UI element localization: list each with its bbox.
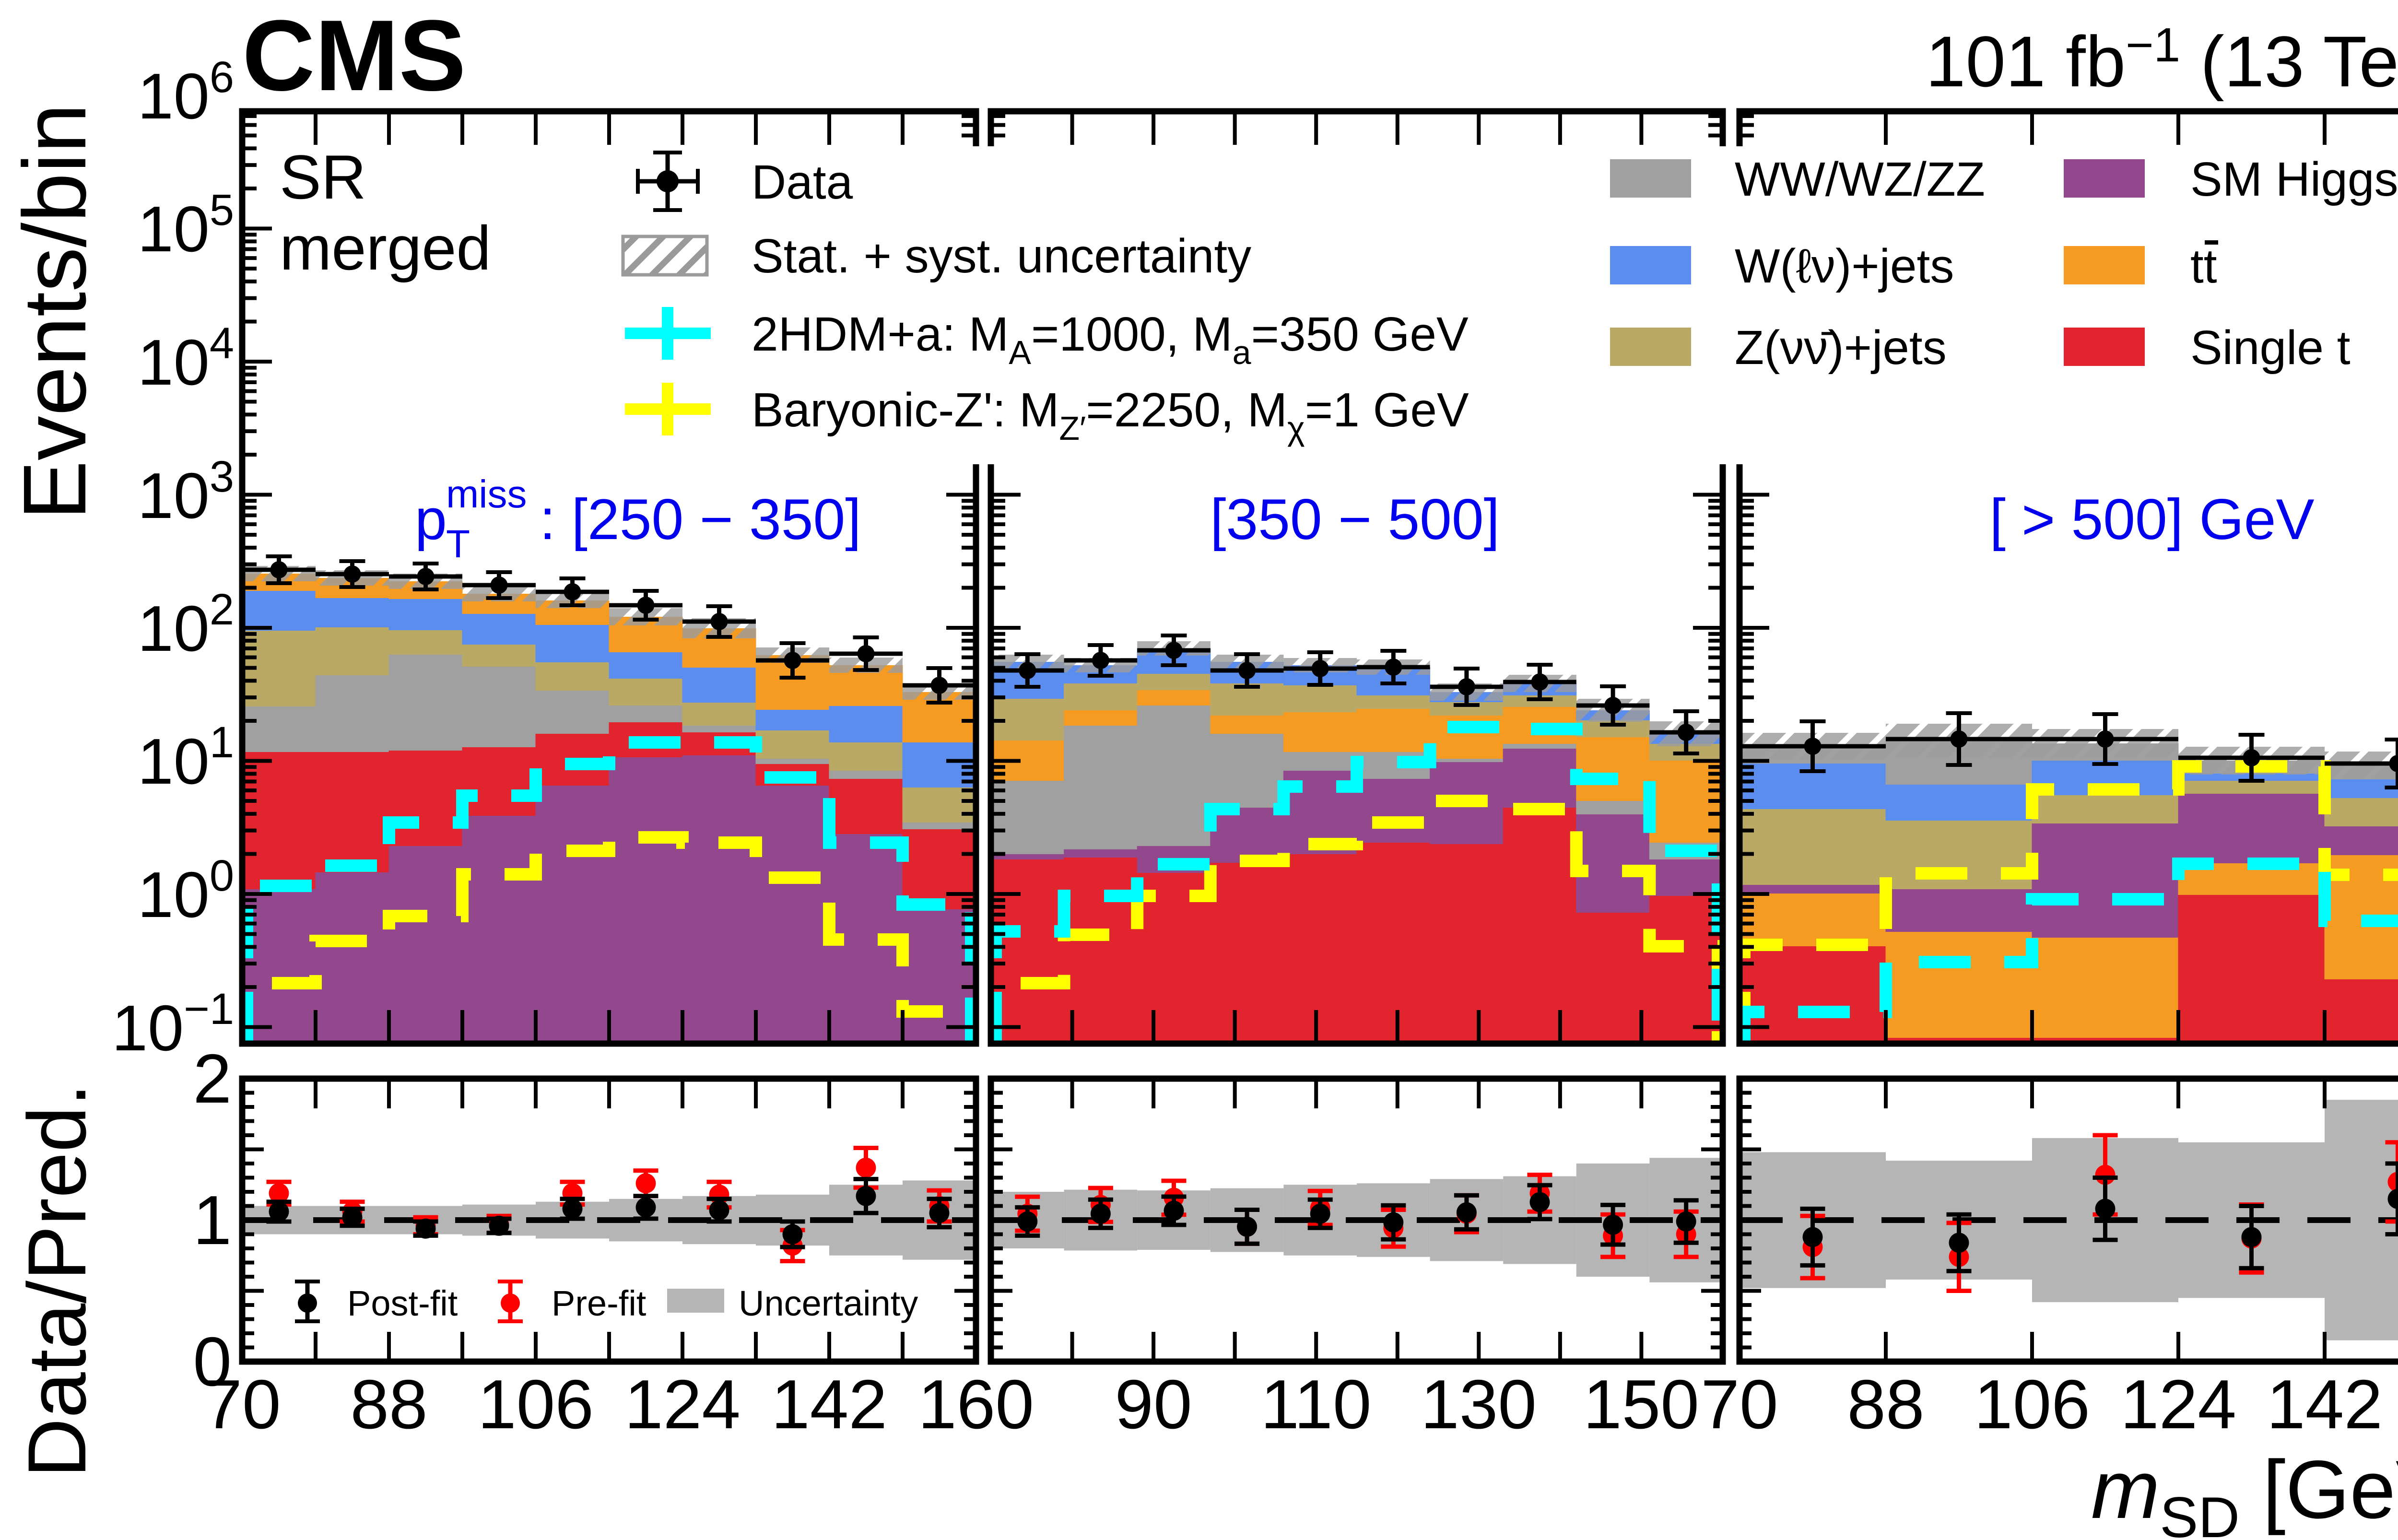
svg-text:Stat. + syst. uncertainty: Stat. + syst. uncertainty: [752, 229, 1251, 283]
svg-text:Pre-fit: Pre-fit: [552, 1283, 647, 1323]
svg-text:Z(νν̄)+jets: Z(νν̄)+jets: [1735, 321, 1947, 375]
svg-text:88: 88: [1847, 1365, 1924, 1443]
svg-text:150: 150: [1583, 1365, 1699, 1443]
svg-text:mSD [GeV]: mSD [GeV]: [2091, 1444, 2398, 1540]
svg-text:124: 124: [2120, 1365, 2236, 1443]
svg-text:miss: miss: [446, 472, 527, 516]
svg-text:T: T: [446, 522, 470, 566]
svg-text:88: 88: [350, 1365, 427, 1443]
svg-text:106: 106: [478, 1365, 594, 1443]
svg-text:106: 106: [1974, 1365, 2090, 1443]
svg-text:[ > 500] GeV: [ > 500] GeV: [1989, 487, 2314, 552]
svg-text:1: 1: [193, 1181, 232, 1259]
svg-text:[350 − 500]: [350 − 500]: [1210, 487, 1500, 552]
svg-text:124: 124: [624, 1365, 741, 1443]
svg-text:: [250 − 350]: : [250 − 350]: [540, 487, 861, 552]
svg-text:0: 0: [193, 1323, 232, 1400]
svg-text:CMS: CMS: [242, 0, 466, 112]
svg-text:90: 90: [1115, 1365, 1192, 1443]
svg-text:Single t: Single t: [2190, 321, 2351, 375]
svg-text:70: 70: [203, 1365, 281, 1443]
svg-text:W(ℓν)+jets: W(ℓν)+jets: [1735, 239, 1954, 293]
svg-text:Post-fit: Post-fit: [347, 1283, 458, 1323]
svg-text:WW/WZ/ZZ: WW/WZ/ZZ: [1735, 153, 1985, 206]
svg-text:merged: merged: [280, 213, 491, 283]
svg-text:70: 70: [1701, 1365, 1778, 1443]
svg-text:SR: SR: [280, 142, 366, 212]
svg-text:142: 142: [2267, 1365, 2383, 1443]
svg-text:160: 160: [918, 1365, 1034, 1443]
svg-text:Events/bin: Events/bin: [5, 104, 105, 520]
svg-text:Data/Pred.: Data/Pred.: [11, 1083, 103, 1478]
svg-text:Baryonic-Z': MZ′=2250, Mχ=1 Ge: Baryonic-Z': MZ′=2250, Mχ=1 GeV: [752, 383, 1469, 447]
svg-text:142: 142: [771, 1365, 887, 1443]
svg-text:Data: Data: [752, 155, 853, 209]
svg-text:110: 110: [1260, 1365, 1371, 1443]
svg-text:Uncertainty: Uncertainty: [739, 1283, 918, 1323]
svg-text:p: p: [415, 487, 447, 552]
svg-text:2: 2: [193, 1040, 232, 1117]
svg-text:SM Higgs: SM Higgs: [2190, 153, 2398, 206]
svg-text:2HDM+a: MA=1000, Ma=350 GeV: 2HDM+a: MA=1000, Ma=350 GeV: [752, 307, 1469, 371]
svg-text:tt: tt: [2190, 239, 2217, 293]
svg-text:130: 130: [1421, 1365, 1537, 1443]
